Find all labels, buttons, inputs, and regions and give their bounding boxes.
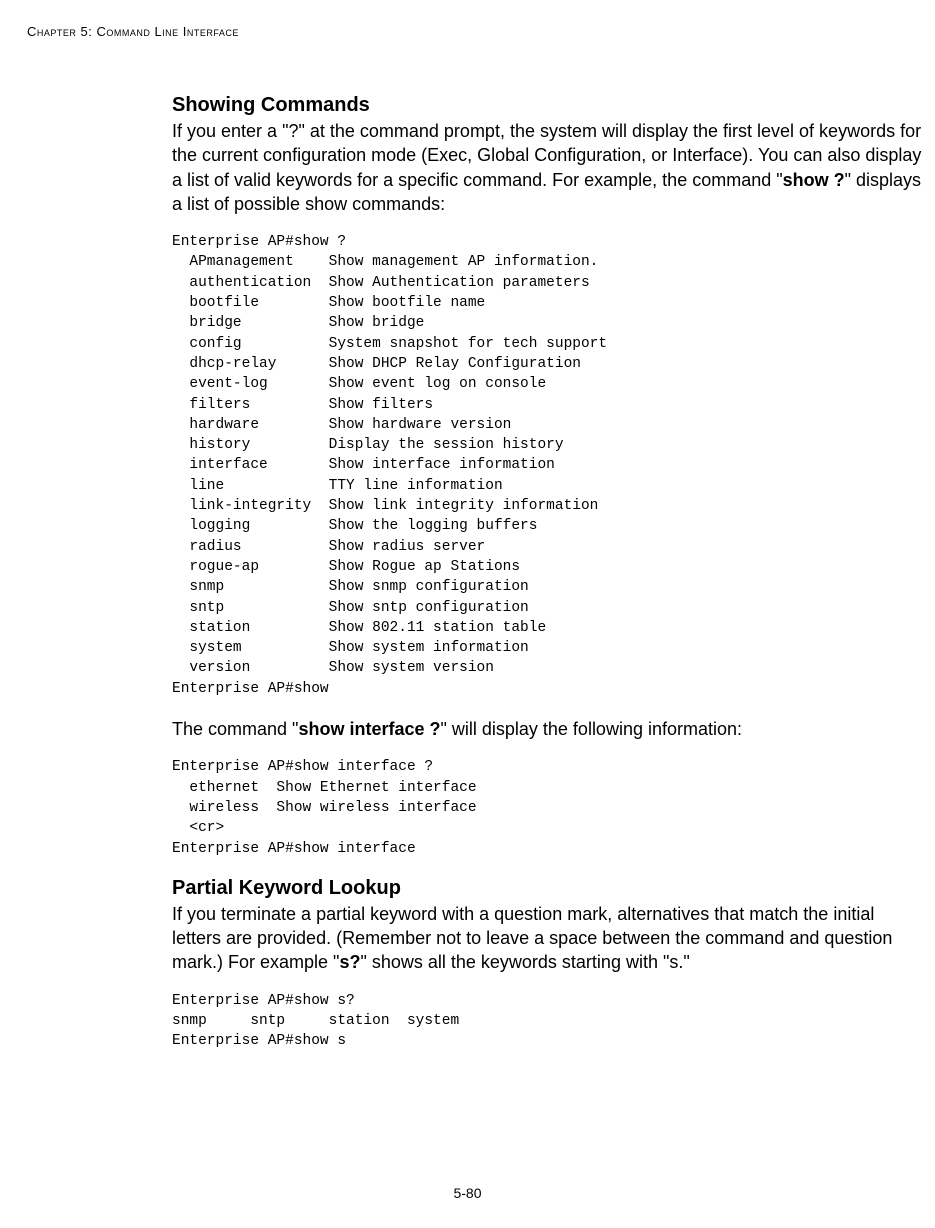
page-number: 5-80	[453, 1185, 481, 1201]
code-block-interface: Enterprise AP#show interface ? ethernet …	[172, 757, 927, 858]
text-run: " will display the following information…	[440, 719, 742, 739]
section-heading-partial: Partial Keyword Lookup	[172, 877, 927, 900]
code-block-partial: Enterprise AP#show s? snmp sntp station …	[172, 991, 927, 1052]
body-paragraph: If you terminate a partial keyword with …	[172, 902, 927, 975]
text-run-bold: show ?	[783, 170, 845, 190]
body-paragraph: If you enter a "?" at the command prompt…	[172, 119, 927, 216]
text-run-bold: s?	[339, 952, 360, 972]
body-paragraph: The command "show interface ?" will disp…	[172, 717, 927, 741]
text-run-bold: show interface ?	[298, 719, 440, 739]
text-run: " shows all the keywords starting with "…	[360, 952, 689, 972]
code-block-show: Enterprise AP#show ? APmanagement Show m…	[172, 232, 927, 699]
page-footer: 5-80	[0, 1185, 935, 1201]
chapter-label: Chapter 5: Command Line Interface	[27, 24, 239, 39]
page-header: Chapter 5: Command Line Interface	[0, 0, 935, 39]
text-run: The command "	[172, 719, 298, 739]
section-heading-showing: Showing Commands	[172, 94, 927, 117]
page-content: Showing Commands If you enter a "?" at t…	[0, 39, 927, 1052]
